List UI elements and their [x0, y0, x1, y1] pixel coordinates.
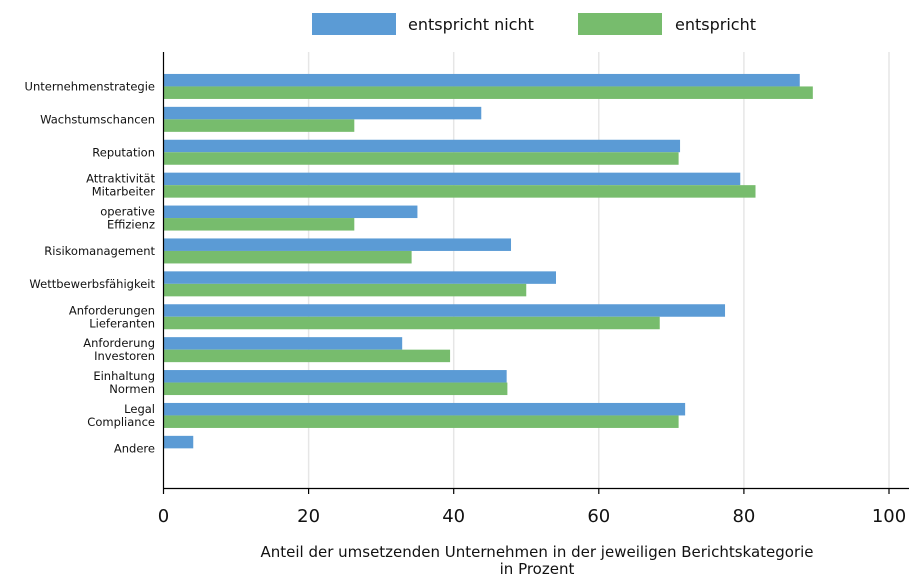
legend-label-0: entspricht nicht — [408, 15, 534, 34]
bar-entspricht-nicht-2 — [163, 139, 681, 153]
category-labels: Unternehmenstrategie Wachstumschancen Repu… — [25, 79, 156, 455]
category-label-0: Unternehmenstrategie — [25, 79, 155, 93]
category-label-4: operative — [100, 205, 155, 219]
bar-entspricht-nicht-0 — [163, 73, 800, 87]
category-label-5: Risikomanagement — [44, 244, 155, 258]
bar-entspricht-7 — [163, 316, 660, 330]
bar-entspricht-5 — [163, 250, 412, 264]
bar-entspricht-nicht-8 — [163, 337, 403, 350]
legend-label-1: entspricht — [675, 15, 756, 34]
bar-entspricht-nicht-9 — [163, 370, 507, 383]
category-label-8: Anforderung — [83, 336, 155, 350]
x-tick-label-40: 40 — [442, 506, 465, 527]
category-label-2: Reputation — [92, 145, 155, 159]
bar-entspricht-4 — [163, 218, 355, 231]
x-tick-label-20: 20 — [297, 506, 320, 527]
bar-entspricht-10 — [163, 415, 679, 428]
category-label-1: Wachstumschancen — [40, 112, 155, 126]
category-label-3: Attraktivität — [86, 172, 155, 186]
legend-swatch-1 — [578, 13, 662, 35]
x-tick-label-80: 80 — [732, 506, 755, 527]
bar-entspricht-nicht-4 — [163, 205, 418, 219]
category-label-11: Andere — [114, 441, 155, 455]
bar-entspricht-1 — [163, 119, 355, 132]
category-label-10: Legal — [124, 402, 155, 416]
bar-entspricht-nicht-7 — [163, 304, 726, 317]
legend: entspricht nicht entspricht — [312, 13, 756, 35]
bar-entspricht-nicht-5 — [163, 238, 512, 251]
bar-entspricht-8 — [163, 349, 451, 363]
x-ticks: 0 20 40 60 80 100 — [158, 488, 906, 527]
bar-entspricht-nicht-6 — [163, 271, 556, 284]
bar-entspricht-nicht-11 — [163, 435, 194, 449]
category-label-9: Einhaltung — [93, 369, 155, 383]
bar-entspricht-2 — [163, 152, 679, 165]
category-label-7: Lieferanten — [89, 316, 155, 330]
bars — [163, 73, 813, 449]
bar-entspricht-nicht-3 — [163, 172, 741, 186]
bar-entspricht-0 — [163, 86, 813, 99]
category-label-8: Investoren — [94, 349, 155, 363]
category-label-7: Anforderungen — [69, 303, 155, 317]
x-tick-label-0: 0 — [158, 506, 169, 527]
bar-entspricht-nicht-10 — [163, 402, 686, 416]
x-axis-title-line-1: Anteil der umsetzenden Unternehmen in de… — [260, 543, 813, 561]
category-label-3: Mitarbeiter — [92, 185, 156, 199]
bar-entspricht-3 — [163, 185, 756, 198]
bar-entspricht-9 — [163, 382, 508, 396]
x-axis-title-line-2: in Prozent — [500, 560, 575, 578]
bar-entspricht-nicht-1 — [163, 106, 482, 120]
legend-swatch-0 — [312, 13, 396, 35]
x-tick-label-60: 60 — [587, 506, 610, 527]
category-label-10: Compliance — [87, 415, 155, 429]
x-tick-label-100: 100 — [872, 506, 906, 527]
category-label-9: Normen — [109, 382, 155, 396]
category-label-4: Effizienz — [107, 218, 155, 232]
bar-entspricht-6 — [163, 283, 527, 297]
category-label-6: Wettbewerbsfähigkeit — [29, 277, 155, 291]
